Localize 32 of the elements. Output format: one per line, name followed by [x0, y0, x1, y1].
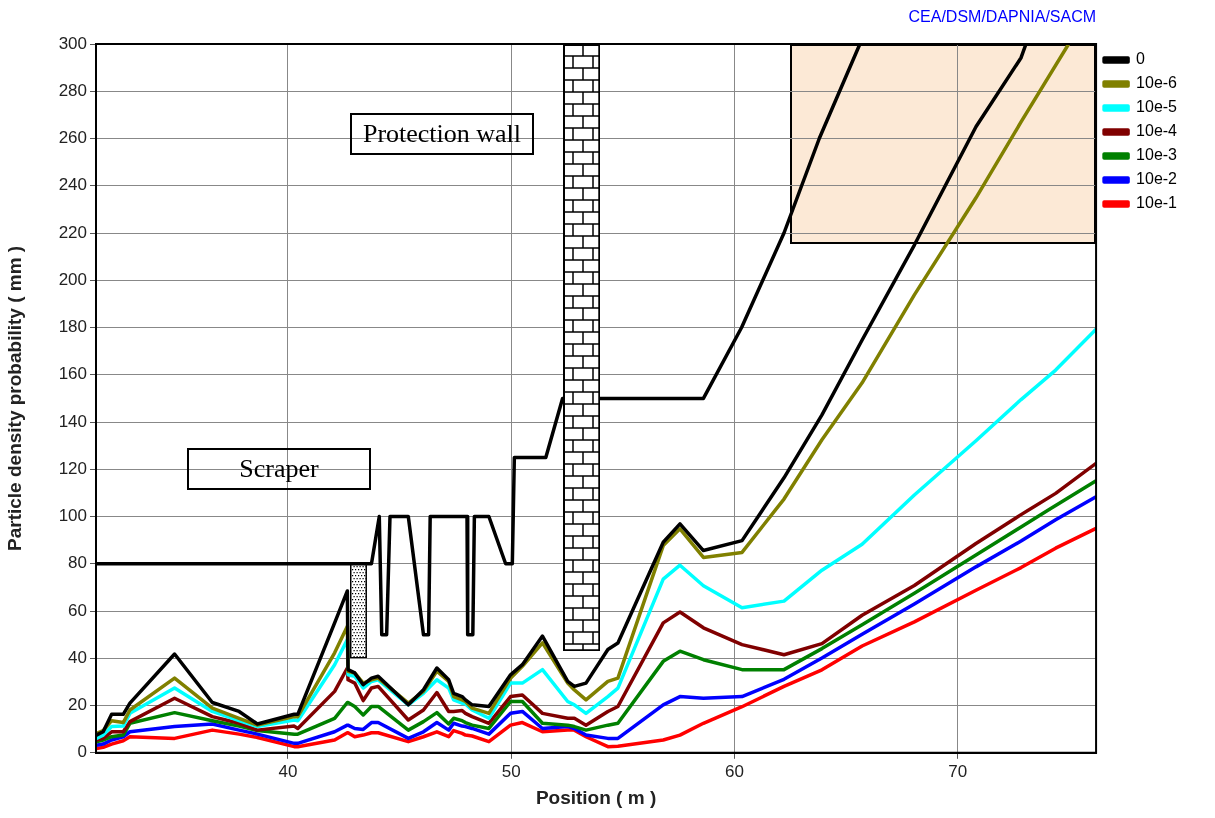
legend-label: 10e-5	[1136, 98, 1178, 116]
legend-label: 10e-6	[1136, 74, 1178, 92]
y-tick-label: 160	[58, 364, 87, 384]
y-tick-label: 80	[68, 553, 87, 573]
annotation: Scraper	[187, 448, 372, 491]
y-tick-label: 280	[58, 80, 87, 100]
x-tick-label: 60	[724, 761, 744, 781]
legend-label: 10e-3	[1136, 146, 1178, 164]
text: CEA/DSM/DAPNIA/SACM	[908, 8, 1097, 26]
y-tick-label: 100	[58, 506, 87, 526]
y-tick-label: 260	[58, 128, 87, 148]
x-axis-title: Position ( m )	[535, 786, 657, 808]
y-tick-label: 300	[58, 33, 87, 53]
annotation: Protection wall	[350, 112, 534, 155]
x-tick-label: 70	[948, 761, 968, 781]
legend-label: 10e-1	[1136, 194, 1178, 212]
y-tick-label: 240	[58, 175, 87, 195]
y-tick-label: 200	[58, 269, 87, 289]
legend-label: 10e-2	[1136, 170, 1178, 188]
y-tick-label: 120	[58, 458, 87, 478]
y-tick-label: 20	[68, 695, 87, 715]
y-tick-label: 60	[68, 600, 87, 620]
x-tick-label: 50	[501, 761, 521, 781]
y-tick-label: 220	[58, 222, 87, 242]
y-tick-label: 0	[77, 742, 87, 762]
x-tick-label: 40	[278, 761, 298, 781]
y-axis-title: Particle density probability ( mm )	[3, 245, 25, 551]
y-tick-label: 180	[58, 317, 87, 337]
y-tick-label: 40	[68, 647, 87, 667]
legend-label: 0	[1136, 50, 1146, 68]
legend-label: 10e-4	[1136, 122, 1178, 140]
y-tick-label: 140	[58, 411, 87, 431]
